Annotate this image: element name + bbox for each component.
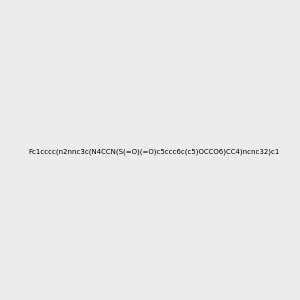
Text: Fc1cccc(n2nnc3c(N4CCN(S(=O)(=O)c5ccc6c(c5)OCCO6)CC4)ncnc32)c1: Fc1cccc(n2nnc3c(N4CCN(S(=O)(=O)c5ccc6c(c…	[28, 148, 279, 155]
